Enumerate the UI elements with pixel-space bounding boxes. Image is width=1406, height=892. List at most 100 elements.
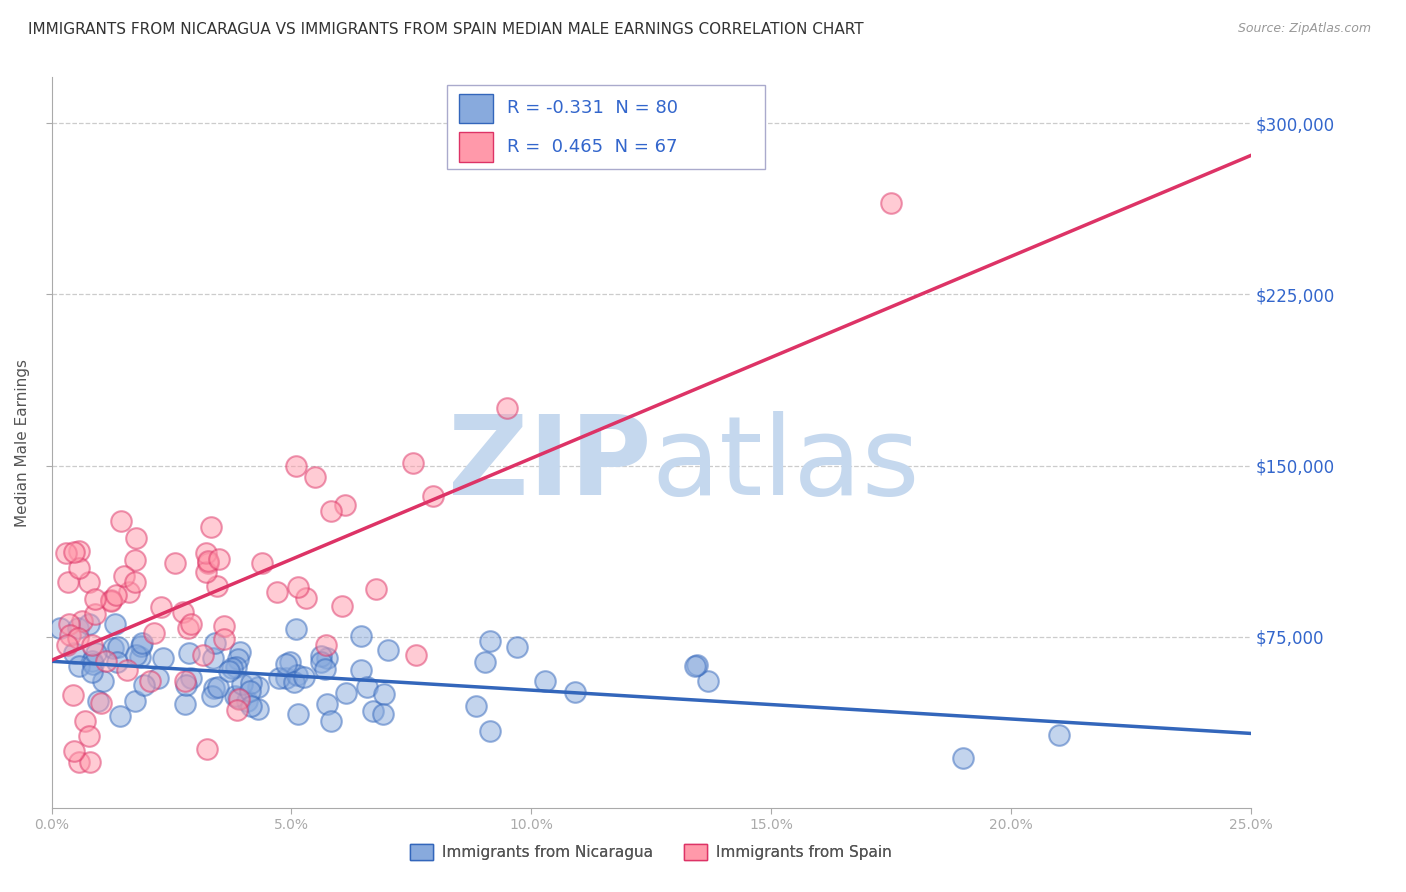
- Point: [478, 724, 501, 739]
- Point: [207, 681, 229, 695]
- Point: [59, 627, 82, 641]
- Point: [134, 678, 156, 692]
- FancyBboxPatch shape: [460, 132, 494, 161]
- FancyBboxPatch shape: [460, 94, 494, 123]
- Point: [479, 634, 502, 648]
- Point: [284, 622, 307, 636]
- Point: [225, 659, 247, 673]
- Point: [195, 565, 218, 579]
- Point: [274, 671, 297, 685]
- Point: [49, 621, 72, 635]
- Point: [193, 648, 215, 662]
- Point: [207, 552, 229, 566]
- Point: [131, 639, 153, 653]
- Text: R = -0.331  N = 80: R = -0.331 N = 80: [508, 99, 678, 117]
- Point: [240, 676, 263, 690]
- Point: [304, 470, 326, 484]
- Point: [173, 673, 195, 688]
- Point: [96, 654, 118, 668]
- Point: [564, 684, 586, 698]
- Point: [177, 646, 200, 660]
- Point: [58, 617, 80, 632]
- Text: atlas: atlas: [651, 411, 920, 518]
- Point: [83, 607, 105, 621]
- Point: [321, 714, 343, 728]
- Point: [100, 593, 122, 607]
- Point: [79, 575, 101, 590]
- Point: [73, 714, 96, 728]
- Point: [316, 697, 339, 711]
- Point: [172, 605, 194, 619]
- Text: IMMIGRANTS FROM NICARAGUA VS IMMIGRANTS FROM SPAIN MEDIAN MALE EARNINGS CORRELAT: IMMIGRANTS FROM NICARAGUA VS IMMIGRANTS …: [28, 22, 863, 37]
- Point: [201, 651, 224, 665]
- Point: [686, 658, 709, 673]
- Point: [474, 655, 496, 669]
- Point: [278, 655, 301, 669]
- Point: [56, 574, 79, 589]
- Point: [180, 616, 202, 631]
- Point: [125, 531, 148, 545]
- Point: [79, 756, 101, 770]
- Point: [267, 671, 290, 685]
- Point: [422, 489, 444, 503]
- Point: [314, 662, 336, 676]
- Point: [880, 196, 903, 211]
- Point: [246, 680, 269, 694]
- Point: [200, 520, 222, 534]
- Point: [231, 676, 253, 690]
- Point: [67, 756, 90, 770]
- Point: [696, 673, 718, 688]
- Point: [295, 591, 318, 606]
- Point: [84, 591, 107, 606]
- Point: [1047, 728, 1070, 742]
- Point: [165, 556, 187, 570]
- Point: [86, 694, 108, 708]
- Point: [683, 659, 706, 673]
- Y-axis label: Median Male Earnings: Median Male Earnings: [15, 359, 30, 526]
- Point: [67, 631, 90, 645]
- Point: [125, 648, 148, 662]
- Point: [149, 600, 172, 615]
- Point: [534, 674, 557, 689]
- Point: [465, 698, 488, 713]
- Point: [201, 690, 224, 704]
- Point: [197, 557, 219, 571]
- Point: [124, 694, 146, 708]
- Point: [124, 553, 146, 567]
- Point: [146, 671, 169, 685]
- Point: [101, 640, 124, 655]
- Point: [67, 659, 90, 673]
- Point: [62, 744, 84, 758]
- Point: [356, 680, 378, 694]
- Point: [63, 545, 86, 559]
- Point: [373, 687, 395, 701]
- Point: [204, 636, 226, 650]
- Point: [128, 649, 150, 664]
- Point: [82, 665, 104, 680]
- Point: [205, 579, 228, 593]
- Point: [236, 694, 259, 708]
- Point: [496, 401, 519, 416]
- Point: [287, 707, 309, 722]
- Point: [100, 593, 122, 607]
- Point: [67, 561, 90, 575]
- Point: [221, 660, 243, 674]
- Point: [214, 619, 236, 633]
- Point: [364, 582, 387, 596]
- Point: [315, 638, 337, 652]
- Point: [316, 650, 339, 665]
- Point: [224, 689, 246, 703]
- Point: [229, 645, 252, 659]
- Point: [349, 629, 371, 643]
- Point: [108, 709, 131, 723]
- Point: [952, 751, 974, 765]
- Point: [70, 614, 93, 628]
- Point: [67, 544, 90, 558]
- Point: [266, 585, 288, 599]
- Point: [105, 655, 128, 669]
- Point: [292, 670, 315, 684]
- Point: [212, 632, 235, 646]
- Text: ZIP: ZIP: [447, 411, 651, 518]
- Point: [247, 701, 270, 715]
- Point: [107, 640, 129, 655]
